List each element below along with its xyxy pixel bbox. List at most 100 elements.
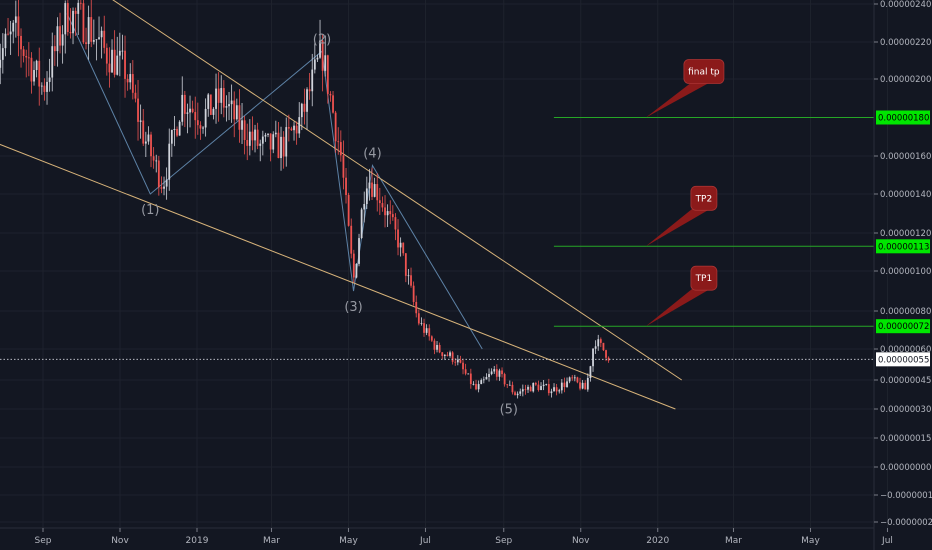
candle-body <box>436 345 438 350</box>
candle-body <box>441 352 444 356</box>
candle-body <box>186 112 189 114</box>
price-axis-tick-label: 0.00000030 <box>880 405 931 415</box>
price-axis-tick-label: 0.00000015 <box>880 434 931 444</box>
candle-body <box>417 313 420 324</box>
trendlines <box>0 0 683 410</box>
time-axis-tick-label: May <box>339 536 358 546</box>
trendline-upper[interactable] <box>105 0 683 381</box>
candle-body <box>529 386 532 392</box>
candle-body <box>261 136 264 144</box>
candle-body <box>384 207 386 216</box>
candle-body <box>597 339 600 347</box>
price-axis-tick-label: 0.00000140 <box>880 190 931 200</box>
candle-body <box>4 33 7 49</box>
candle-body <box>48 77 51 82</box>
price-axis-tick-label: 0.00000220 <box>880 38 931 48</box>
candle-body <box>142 120 145 144</box>
candle-body <box>501 370 503 375</box>
candle-body <box>103 30 106 48</box>
price-axis-tick-label: −0.00000027 <box>880 518 932 528</box>
candle-body <box>404 253 407 276</box>
candle-body <box>38 60 41 87</box>
candle-body <box>246 140 249 146</box>
candle-body <box>326 55 329 94</box>
candle-body <box>462 362 464 370</box>
candle-body <box>589 366 592 378</box>
callout-box[interactable] <box>683 59 725 84</box>
candle-body <box>527 386 529 390</box>
time-axis-tick-label: Jul <box>881 536 893 546</box>
candle-body <box>295 125 298 134</box>
candle-body <box>456 359 459 363</box>
candle-body <box>399 242 402 248</box>
candle-body <box>480 380 483 385</box>
price-axis-tick-label: 0.00000045 <box>880 376 931 386</box>
candle-body <box>285 127 288 157</box>
candle-body <box>134 92 137 99</box>
time-axis[interactable]: Sep Nov 2019 Mar May Jul Sep Nov 2020 Mar May Jul <box>35 528 893 546</box>
candle-body <box>345 177 347 195</box>
candle-body <box>498 370 501 377</box>
candle-body <box>131 74 134 93</box>
candle-body <box>269 133 272 150</box>
candle-body <box>82 3 85 43</box>
price-axis-tick-label: 0.00000100 <box>880 267 931 277</box>
candlesticks <box>0 0 610 399</box>
candle-body <box>389 211 392 215</box>
candle-body <box>316 57 319 60</box>
candle-body <box>150 134 152 157</box>
candle-body <box>222 88 225 108</box>
candle-body <box>163 186 165 189</box>
candle-body <box>407 275 410 277</box>
candle-body <box>464 369 467 374</box>
candle-body <box>485 377 488 380</box>
time-axis-tick-label: 2020 <box>646 536 669 546</box>
callout-box[interactable] <box>690 265 718 291</box>
candle-body <box>212 108 215 115</box>
candle-body <box>586 377 589 390</box>
callout-box[interactable] <box>690 185 718 211</box>
candle-body <box>77 2 80 14</box>
candle-body <box>254 129 256 141</box>
trendline-lower[interactable] <box>0 143 676 410</box>
candle-body <box>27 57 30 59</box>
candle-body <box>576 377 579 383</box>
price-axis-tick-label: 0.00000080 <box>880 307 931 317</box>
candle-body <box>477 384 480 390</box>
candle-body <box>235 105 238 120</box>
candle-body <box>1 48 4 60</box>
price-axis[interactable]: 0.00000240 0.00000220 0.00000200 0.00000160… <box>874 0 932 528</box>
elliott-wave-path <box>66 13 483 350</box>
candle-body <box>563 382 566 387</box>
candle-body <box>311 69 314 92</box>
candle-body <box>220 88 223 103</box>
target-levels <box>553 117 874 327</box>
candle-body <box>116 55 119 75</box>
candle-body <box>459 359 462 363</box>
candle-body <box>534 382 537 385</box>
candle-body <box>92 40 95 42</box>
time-axis-tick-label: Sep <box>35 536 52 546</box>
candle-body <box>178 121 181 136</box>
candle-body <box>524 389 527 391</box>
callout-pointer <box>645 284 708 327</box>
wave-line <box>66 13 483 350</box>
candle-body <box>165 179 168 187</box>
candle-body <box>183 94 186 114</box>
candle-body <box>342 155 345 178</box>
candle-body <box>402 242 405 254</box>
candle-body <box>7 33 9 35</box>
candle-body <box>157 160 160 188</box>
candle-body <box>0 59 2 68</box>
candle-body <box>46 81 48 92</box>
candle-body <box>394 217 397 230</box>
candle-body <box>225 106 228 108</box>
candle-body <box>511 384 514 393</box>
candle-body <box>368 182 371 189</box>
target-price-tag-label: 0.00000180 <box>878 114 929 124</box>
candle-body <box>160 187 163 189</box>
candle-body <box>124 50 126 79</box>
candle-body <box>79 2 82 4</box>
candle-body <box>35 60 38 71</box>
